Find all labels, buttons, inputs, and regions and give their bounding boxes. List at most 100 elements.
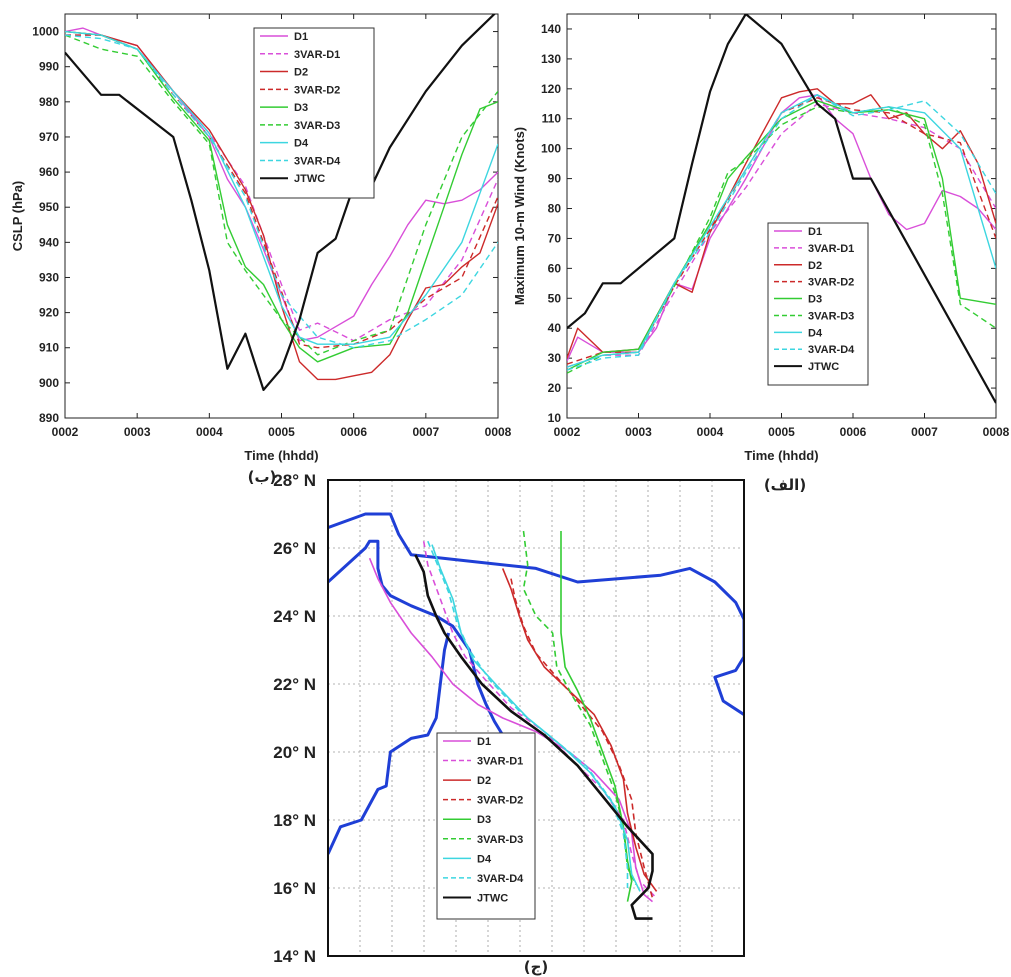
cslp-ytick-label: 940 xyxy=(39,235,59,249)
track-legend-item: JTWC xyxy=(443,892,508,904)
cslp-legend-item: JTWC xyxy=(260,173,325,185)
track-legend-label: D3 xyxy=(477,814,491,826)
cslp-xtick-label: 0008 xyxy=(485,425,512,439)
wind-ytick-label: 30 xyxy=(548,351,562,365)
wind-ytick-label: 100 xyxy=(541,142,561,156)
wind-series-d4 xyxy=(567,94,996,368)
track-plot-area xyxy=(328,480,744,956)
wind-ytick-label: 90 xyxy=(548,172,562,186)
wind-legend-label: D1 xyxy=(808,226,822,238)
wind-legend-label: D2 xyxy=(808,260,822,272)
cslp-legend-item: D2 xyxy=(260,67,308,79)
coastline xyxy=(328,512,744,657)
cslp-series-3var-d3 xyxy=(65,34,498,356)
wind-legend-item: D4 xyxy=(774,327,823,339)
cslp-legend-box xyxy=(253,27,375,199)
cslp-legend-label: D1 xyxy=(294,31,308,43)
coastline xyxy=(713,656,744,716)
wind-legend-label: JTWC xyxy=(808,361,839,373)
track-legend-item: 3VAR-D1 xyxy=(443,756,523,768)
cslp-legend-item: 3VAR-D3 xyxy=(260,120,340,132)
cslp-series-group xyxy=(65,14,498,391)
cslp-legend-item: D3 xyxy=(260,102,308,114)
cslp-ytick-label: 920 xyxy=(39,306,59,320)
wind-ylabel: Maximum 10-m Wind (Knots) xyxy=(512,127,527,305)
track-ytick-label: 14° N xyxy=(273,947,316,966)
wind-legend-item: D1 xyxy=(774,226,822,238)
wind-legend-label: D4 xyxy=(808,327,823,339)
wind-ytick-label: 60 xyxy=(548,261,562,275)
wind-xtick-label: 0005 xyxy=(768,425,795,439)
cslp-legend-item: 3VAR-D4 xyxy=(260,155,341,167)
wind-ytick-label: 140 xyxy=(541,22,561,36)
track-legend-label: 3VAR-D3 xyxy=(477,834,523,846)
wind-legend-item: 3VAR-D2 xyxy=(774,277,854,289)
cslp-xtick-label: 0004 xyxy=(196,425,223,439)
track-series-d2 xyxy=(501,568,658,892)
wind-legend-label: D3 xyxy=(808,294,822,306)
track-legend-item: 3VAR-D3 xyxy=(443,834,523,846)
cslp-ytick-label: 890 xyxy=(39,411,59,425)
cslp-legend-item: 3VAR-D1 xyxy=(260,49,340,61)
cslp-ytick-label: 900 xyxy=(39,376,59,390)
wind-ytick-label: 50 xyxy=(548,291,562,305)
wind-xtick-label: 0007 xyxy=(911,425,938,439)
cslp-legend-label: D4 xyxy=(294,138,309,150)
cslp-ylabel: CSLP (hPa) xyxy=(10,181,25,252)
track-ytick-label: 16° N xyxy=(273,879,316,898)
cslp-xtick-label: 0005 xyxy=(268,425,295,439)
cslp-legend-label: D2 xyxy=(294,67,308,79)
cslp-xtick-label: 0002 xyxy=(52,425,79,439)
cslp-ytick-label: 990 xyxy=(39,60,59,74)
cslp-legend-label: 3VAR-D1 xyxy=(294,49,340,61)
wind-xtick-label: 0008 xyxy=(983,425,1010,439)
track-legend-label: 3VAR-D2 xyxy=(477,795,523,807)
cslp-legend-label: 3VAR-D2 xyxy=(294,84,340,96)
wind-legend-label: 3VAR-D2 xyxy=(808,277,854,289)
wind-legend-item: D2 xyxy=(774,260,822,272)
track-lines-group xyxy=(328,512,744,920)
cslp-xlabel: Time (hhdd) xyxy=(244,448,318,463)
track-ytick-label: 18° N xyxy=(273,811,316,830)
cslp-xtick-label: 0006 xyxy=(340,425,367,439)
cslp-ytick-label: 910 xyxy=(39,341,59,355)
track-legend-item: D4 xyxy=(443,853,492,865)
wind-series-3var-d4 xyxy=(567,94,996,371)
wind-ytick-label: 80 xyxy=(548,202,562,216)
wind-ytick-label: 110 xyxy=(542,112,562,126)
wind-caption: (الف) xyxy=(764,476,806,494)
wind-chart: 10 20 30 40 50 60 70 80 90 100 110 120 130 140 0002 000… xyxy=(512,13,1010,494)
track-series-d4 xyxy=(431,544,641,892)
cslp-ytick-label: 930 xyxy=(39,270,59,284)
cslp-series-d3 xyxy=(65,30,498,363)
cslp-legend-label: JTWC xyxy=(294,173,325,185)
wind-legend: D1 3VAR-D1 D2 3VAR-D2 D3 3VAR-D3 D4 3VAR-D4 JTWC xyxy=(767,222,869,386)
cslp-legend-item: 3VAR-D2 xyxy=(260,84,340,96)
wind-legend-label: 3VAR-D4 xyxy=(808,344,855,356)
wind-xtick-label: 0004 xyxy=(697,425,724,439)
track-legend: D1 3VAR-D1 D2 3VAR-D2 D3 3VAR-D3 D4 3VAR-D4 JTWC xyxy=(436,732,536,920)
track-series-3var-d4 xyxy=(427,540,629,888)
cslp-ytick-label: 950 xyxy=(39,200,59,214)
wind-xtick-label: 0002 xyxy=(554,425,581,439)
track-legend-item: 3VAR-D2 xyxy=(443,795,523,807)
wind-ytick-label: 10 xyxy=(548,411,562,425)
track-legend-label: D4 xyxy=(477,853,492,865)
cslp-legend-label: 3VAR-D4 xyxy=(294,155,341,167)
track-ytick-label: 24° N xyxy=(273,607,316,626)
wind-series-jtwc xyxy=(567,14,996,404)
wind-legend-box xyxy=(767,222,869,386)
track-ytick-label: 22° N xyxy=(273,675,316,694)
track-frame xyxy=(327,479,745,957)
track-legend-label: D1 xyxy=(477,736,491,748)
cslp-xtick-label: 0003 xyxy=(124,425,151,439)
track-ytick-label: 20° N xyxy=(273,743,316,762)
wind-legend-item: D3 xyxy=(774,294,822,306)
track-map: 14° N 16° N 18° N 20° N 22° N 24° N 26° N 28° N… xyxy=(273,471,745,976)
cslp-ytick-label: 970 xyxy=(39,130,59,144)
cslp-ytick-label: 1000 xyxy=(32,25,59,39)
wind-legend-item: JTWC xyxy=(774,361,839,373)
wind-ytick-label: 120 xyxy=(541,82,561,96)
track-ytick-label: 28° N xyxy=(273,471,316,490)
track-ytick-label: 26° N xyxy=(273,539,316,558)
